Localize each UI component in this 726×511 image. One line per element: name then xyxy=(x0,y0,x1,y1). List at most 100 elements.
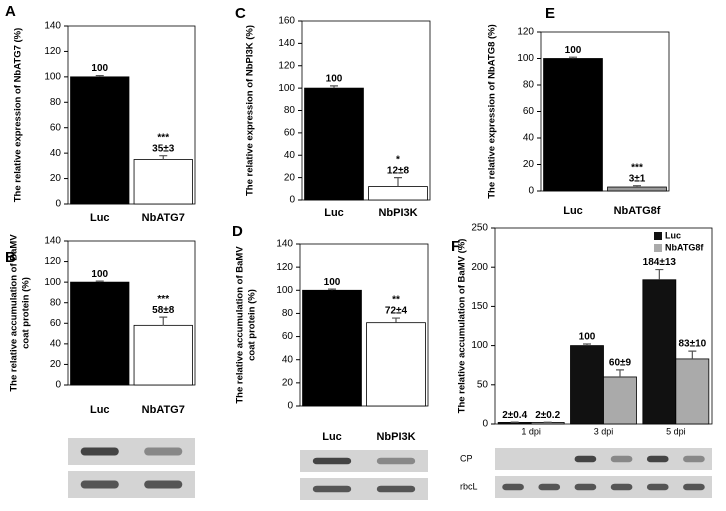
y-tick-label: 60 xyxy=(50,318,62,329)
x-tick-label: Luc xyxy=(90,404,110,416)
significance-label: ** xyxy=(392,295,400,306)
value-label: 2±0.4 xyxy=(502,410,527,421)
value-label: 100 xyxy=(565,45,582,56)
y-tick-label: 160 xyxy=(278,16,295,27)
y-axis-label: The relative accumulation of BaMV xyxy=(9,234,20,392)
x-tick-label: NbATG8f xyxy=(614,205,661,217)
value-label: 60±9 xyxy=(609,358,632,369)
x-tick-label: 3 dpi xyxy=(594,426,614,436)
y-tick-label: 40 xyxy=(282,354,294,365)
y-tick-label: 120 xyxy=(44,256,61,267)
x-tick-label: Luc xyxy=(322,431,342,443)
y-axis-label: The relative expression of NbATG7 (%) xyxy=(13,28,24,203)
value-label: 2±0.2 xyxy=(535,410,560,421)
y-tick-label: 80 xyxy=(284,105,296,116)
y-axis-label: coat protein (%) xyxy=(247,289,258,361)
y-tick-label: 200 xyxy=(471,262,488,273)
y-tick-label: 120 xyxy=(278,60,295,71)
y-tick-label: 120 xyxy=(517,27,534,38)
bar xyxy=(134,325,192,385)
error-bar xyxy=(159,156,167,160)
blot-band xyxy=(647,484,669,491)
blot-band xyxy=(647,456,669,463)
significance-label: *** xyxy=(631,162,643,173)
y-tick-label: 140 xyxy=(278,38,295,49)
y-tick-label: 60 xyxy=(282,331,294,342)
y-tick-label: 40 xyxy=(284,150,296,161)
y-axis-label: The relative expression of NbPI3K (%) xyxy=(245,25,256,196)
bar xyxy=(71,77,129,204)
y-tick-label: 40 xyxy=(50,338,62,349)
blot-band xyxy=(144,447,182,455)
value-label: 100 xyxy=(326,74,343,85)
y-tick-label: 100 xyxy=(44,71,61,82)
value-label: 58±8 xyxy=(152,305,175,316)
y-tick-label: 20 xyxy=(50,359,62,370)
blot-band xyxy=(538,484,560,491)
bar xyxy=(134,160,192,205)
bar xyxy=(367,323,426,406)
x-tick-label: NbPI3K xyxy=(378,207,417,219)
value-label: 35±3 xyxy=(152,143,175,154)
bar xyxy=(303,290,362,406)
blot-band xyxy=(313,486,351,493)
x-tick-label: NbPI3K xyxy=(376,431,415,443)
y-tick-label: 250 xyxy=(471,223,488,234)
y-tick-label: 40 xyxy=(50,148,62,159)
y-tick-label: 0 xyxy=(482,419,488,430)
y-tick-label: 0 xyxy=(289,195,295,206)
bar xyxy=(643,280,676,424)
x-tick-label: NbATG7 xyxy=(142,404,185,416)
value-label: 100 xyxy=(91,269,108,280)
panel-letter: A xyxy=(5,3,16,20)
blot-band xyxy=(81,447,119,455)
panel-letter: D xyxy=(232,223,243,240)
value-label: 100 xyxy=(324,277,341,288)
x-tick-label: Luc xyxy=(324,207,344,219)
blot-strip xyxy=(495,476,712,498)
y-tick-label: 140 xyxy=(276,239,293,250)
y-tick-label: 100 xyxy=(276,285,293,296)
panel-letter: E xyxy=(545,5,555,22)
y-tick-label: 80 xyxy=(282,308,294,319)
blot-band xyxy=(683,484,705,491)
bar xyxy=(604,377,637,424)
blot-band xyxy=(575,456,597,463)
blot-label: CP xyxy=(460,453,473,463)
bar xyxy=(369,187,428,200)
y-tick-label: 140 xyxy=(44,236,61,247)
blot-band xyxy=(683,456,705,463)
blot-band xyxy=(575,484,597,491)
y-tick-label: 0 xyxy=(55,380,61,391)
y-tick-label: 60 xyxy=(523,106,535,117)
y-tick-label: 0 xyxy=(528,186,534,197)
y-tick-label: 80 xyxy=(523,80,535,91)
value-label: 3±1 xyxy=(629,173,646,184)
panel-letter: C xyxy=(235,5,246,22)
bar xyxy=(571,346,604,424)
y-tick-label: 0 xyxy=(287,401,293,412)
bar xyxy=(305,88,364,200)
y-tick-label: 20 xyxy=(50,173,62,184)
value-label: 83±10 xyxy=(678,339,706,350)
y-tick-label: 20 xyxy=(523,159,535,170)
blot-strip xyxy=(495,448,712,470)
x-tick-label: 5 dpi xyxy=(666,426,686,436)
error-bar xyxy=(655,270,663,280)
blot-band xyxy=(377,458,415,465)
value-label: 12±8 xyxy=(387,165,410,176)
blot-band xyxy=(611,456,633,463)
bar xyxy=(608,187,667,191)
y-tick-label: 20 xyxy=(282,377,294,388)
y-axis-label: The relative accumulation of BaMV (%) xyxy=(457,239,468,414)
significance-label: *** xyxy=(157,294,169,305)
y-tick-label: 100 xyxy=(278,83,295,94)
error-bar xyxy=(616,370,624,377)
y-axis-label: coat protein (%) xyxy=(21,277,32,349)
y-tick-label: 80 xyxy=(50,97,62,108)
y-tick-label: 50 xyxy=(477,379,489,390)
value-label: 184±13 xyxy=(643,257,677,268)
error-bar xyxy=(688,351,696,359)
y-tick-label: 0 xyxy=(55,199,61,210)
